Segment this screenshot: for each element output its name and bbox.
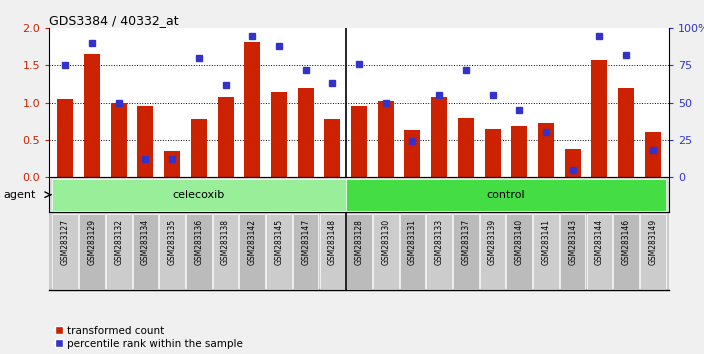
Text: GSM283132: GSM283132 — [114, 219, 123, 265]
Text: GSM283143: GSM283143 — [568, 219, 577, 265]
Legend: transformed count, percentile rank within the sample: transformed count, percentile rank withi… — [54, 326, 243, 349]
FancyBboxPatch shape — [453, 214, 479, 289]
Bar — [244, 42, 260, 177]
FancyBboxPatch shape — [266, 214, 291, 289]
FancyBboxPatch shape — [239, 214, 265, 289]
Bar — [298, 88, 314, 177]
FancyBboxPatch shape — [159, 214, 185, 289]
FancyBboxPatch shape — [506, 214, 532, 289]
Text: GSM283147: GSM283147 — [301, 219, 310, 265]
Text: GSM283131: GSM283131 — [408, 219, 417, 265]
Text: agent: agent — [4, 190, 36, 200]
Bar — [565, 149, 581, 177]
Bar — [218, 97, 234, 177]
Text: GSM283137: GSM283137 — [461, 219, 470, 265]
FancyBboxPatch shape — [346, 214, 372, 289]
FancyBboxPatch shape — [79, 214, 105, 289]
Bar — [271, 91, 287, 177]
Text: GSM283144: GSM283144 — [595, 219, 604, 265]
Text: GSM283140: GSM283140 — [515, 219, 524, 265]
Bar — [346, 179, 666, 211]
Text: GSM283145: GSM283145 — [275, 219, 284, 265]
Bar — [431, 97, 447, 177]
Bar — [52, 179, 346, 211]
Bar — [404, 130, 420, 177]
Text: control: control — [486, 190, 525, 200]
Bar — [84, 54, 100, 177]
Text: GSM283134: GSM283134 — [141, 219, 150, 265]
Text: GSM283127: GSM283127 — [61, 219, 70, 265]
FancyBboxPatch shape — [186, 214, 212, 289]
Bar — [511, 126, 527, 177]
Text: GSM283141: GSM283141 — [541, 219, 551, 265]
Text: GSM283139: GSM283139 — [488, 219, 497, 265]
Bar — [351, 105, 367, 177]
Bar — [618, 88, 634, 177]
FancyBboxPatch shape — [53, 214, 78, 289]
FancyBboxPatch shape — [533, 214, 559, 289]
Text: GSM283149: GSM283149 — [648, 219, 658, 265]
Bar — [191, 119, 207, 177]
Bar — [538, 124, 554, 177]
Text: GSM283128: GSM283128 — [355, 219, 363, 264]
Text: GSM283142: GSM283142 — [248, 219, 257, 265]
Bar — [325, 119, 340, 177]
Bar — [111, 103, 127, 177]
Bar — [378, 101, 394, 177]
Bar — [591, 60, 608, 177]
Bar — [137, 106, 153, 177]
Text: GDS3384 / 40332_at: GDS3384 / 40332_at — [49, 14, 179, 27]
FancyBboxPatch shape — [427, 214, 452, 289]
Text: GSM283129: GSM283129 — [87, 219, 96, 265]
Text: celecoxib: celecoxib — [172, 190, 225, 200]
Text: GSM283135: GSM283135 — [168, 219, 177, 265]
FancyBboxPatch shape — [373, 214, 398, 289]
FancyBboxPatch shape — [640, 214, 665, 289]
FancyBboxPatch shape — [213, 214, 239, 289]
FancyBboxPatch shape — [400, 214, 425, 289]
Text: GSM283133: GSM283133 — [434, 219, 444, 265]
Text: GSM283148: GSM283148 — [328, 219, 337, 265]
Bar — [458, 118, 474, 177]
Bar — [164, 151, 180, 177]
Bar — [645, 132, 661, 177]
Bar — [57, 99, 73, 177]
FancyBboxPatch shape — [586, 214, 612, 289]
Text: GSM283130: GSM283130 — [382, 219, 390, 265]
FancyBboxPatch shape — [293, 214, 318, 289]
FancyBboxPatch shape — [560, 214, 586, 289]
Bar — [484, 129, 501, 177]
FancyBboxPatch shape — [320, 214, 345, 289]
Text: GSM283146: GSM283146 — [622, 219, 631, 265]
FancyBboxPatch shape — [132, 214, 158, 289]
FancyBboxPatch shape — [613, 214, 639, 289]
Text: GSM283136: GSM283136 — [194, 219, 203, 265]
FancyBboxPatch shape — [479, 214, 505, 289]
FancyBboxPatch shape — [106, 214, 132, 289]
Text: GSM283138: GSM283138 — [221, 219, 230, 265]
